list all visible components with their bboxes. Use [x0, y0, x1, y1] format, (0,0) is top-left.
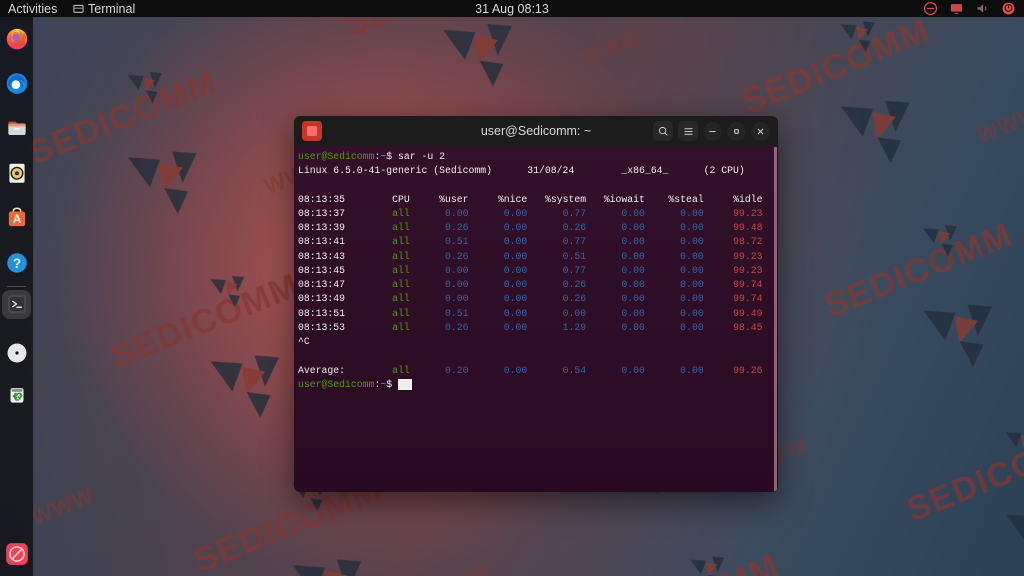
svg-text:A: A	[12, 212, 21, 226]
svg-text:?: ?	[12, 256, 20, 271]
